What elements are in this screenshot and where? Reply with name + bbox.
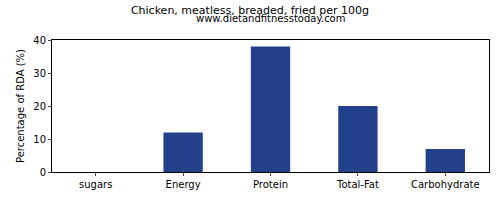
svg-text:sugars: sugars — [79, 179, 112, 190]
svg-text:20: 20 — [33, 101, 46, 112]
svg-text:Energy: Energy — [166, 179, 201, 190]
svg-text:Percentage of RDA (%): Percentage of RDA (%) — [15, 49, 26, 163]
svg-text:Total-Fat: Total-Fat — [336, 179, 379, 190]
svg-text:Carbohydrate: Carbohydrate — [411, 179, 480, 190]
svg-text:0: 0 — [40, 167, 46, 178]
svg-text:30: 30 — [33, 68, 46, 79]
svg-text:10: 10 — [33, 134, 46, 145]
svg-text:40: 40 — [33, 35, 46, 46]
svg-text:Protein: Protein — [253, 179, 288, 190]
svg-text:www.dietandfitnesstoday.com: www.dietandfitnesstoday.com — [196, 13, 345, 24]
svg-text:Chicken, meatless, breaded, fr: Chicken, meatless, breaded, fried per 10… — [131, 4, 369, 17]
